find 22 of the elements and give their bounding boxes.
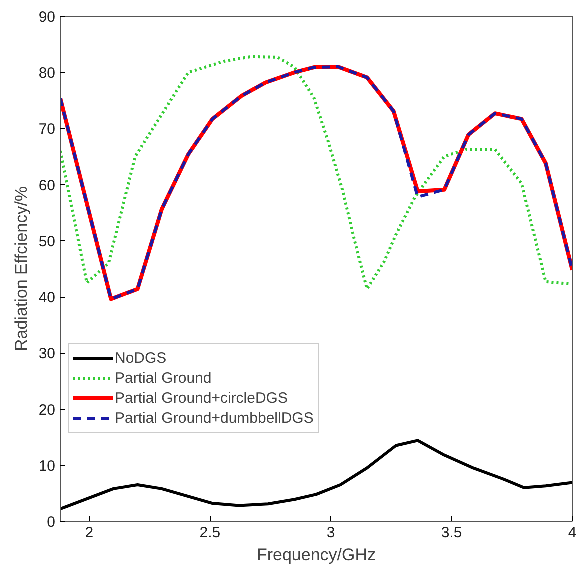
line-series	[60, 439, 572, 511]
legend-label: Partial Ground+dumbbellDGS	[115, 409, 314, 427]
y-axis-title: Radiation Effciency/%	[12, 186, 31, 352]
y-tick-label: 0	[47, 514, 56, 531]
x-axis-title: Frequency/GHz	[256, 546, 376, 564]
x-tick-label: 2.5	[200, 524, 221, 542]
x-tick-label: 3.5	[441, 524, 462, 542]
y-tick-label: 70	[38, 121, 56, 138]
y-tick-label: 50	[38, 233, 56, 250]
legend-label: NoDGS	[115, 349, 167, 367]
y-tick-label: 40	[38, 290, 56, 307]
y-tick-label: 60	[38, 177, 56, 194]
x-tick-label: 3	[326, 524, 336, 542]
y-tick-label: 20	[38, 402, 56, 419]
x-tick-label: 4	[568, 524, 577, 542]
y-tick-label: 30	[38, 346, 56, 363]
legend-label: Partial Ground	[115, 369, 212, 387]
y-tick-label: 90	[38, 9, 56, 26]
y-tick-label: 80	[38, 65, 56, 82]
legend-label: Partial Ground+circleDGS	[115, 389, 288, 407]
y-tick-label: 10	[38, 458, 56, 475]
x-tick-label: 2	[85, 524, 94, 542]
